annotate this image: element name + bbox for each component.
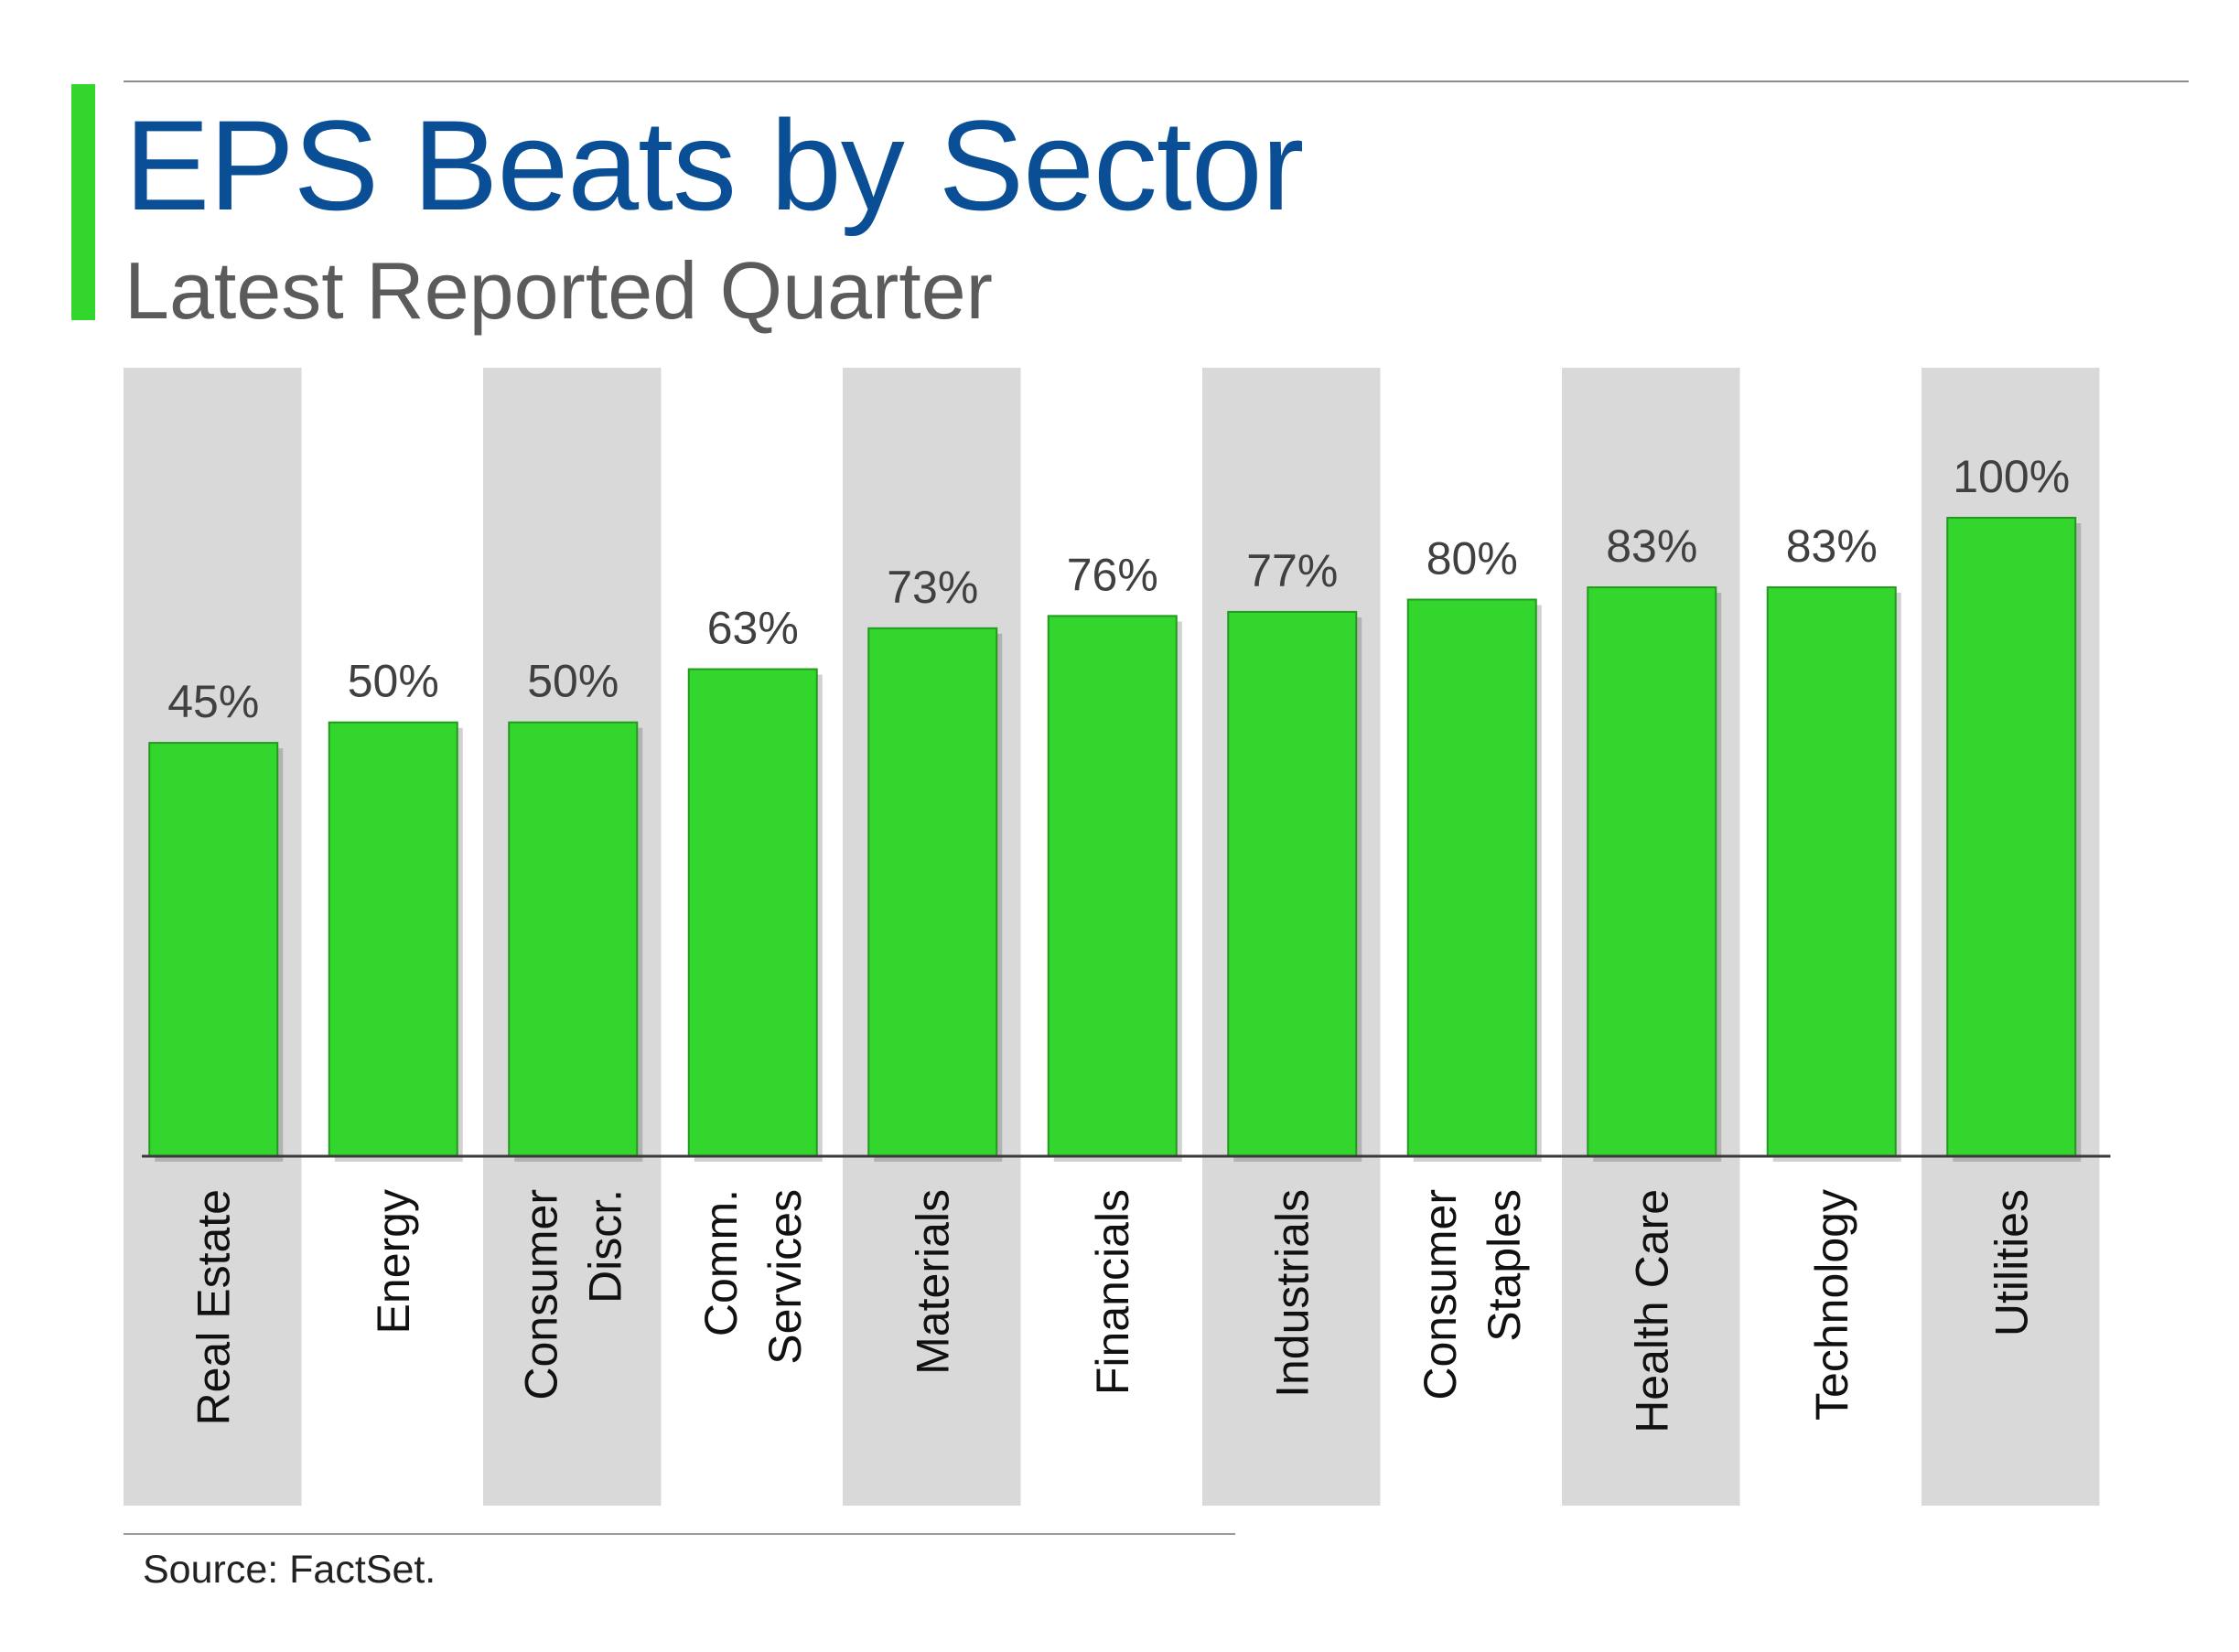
page-subtitle: Latest Reported Quarter <box>124 245 993 336</box>
title-accent-bar <box>71 84 95 320</box>
category-label: Financials <box>1087 1189 1138 1395</box>
category-label: Health Care <box>1626 1189 1677 1433</box>
category-label: Materials <box>907 1189 958 1375</box>
category-label: Utilities <box>1986 1189 2037 1336</box>
bar <box>1766 586 1897 1157</box>
bar <box>328 721 458 1157</box>
bar <box>148 742 279 1157</box>
category-label: Energy <box>368 1189 419 1334</box>
value-label: 76% <box>1067 549 1158 600</box>
category-label: Consumer <box>1415 1189 1466 1400</box>
page-title: EPS Beats by Sector <box>124 93 1304 237</box>
value-label: 83% <box>1786 520 1878 572</box>
category-label: Technology <box>1806 1189 1857 1421</box>
category-label: Staples <box>1479 1189 1530 1342</box>
category-label: Consumer <box>515 1189 566 1400</box>
value-label: 73% <box>887 562 978 613</box>
value-label: 63% <box>707 603 799 654</box>
bar <box>1946 517 2077 1157</box>
top-rule <box>124 80 2189 82</box>
category-label: Discr. <box>579 1189 630 1303</box>
value-label: 80% <box>1426 532 1518 584</box>
value-label: 100% <box>1953 451 2070 502</box>
category-label: Industrials <box>1266 1189 1318 1398</box>
bar <box>1406 598 1537 1157</box>
value-label: 50% <box>348 656 439 707</box>
bar <box>1047 615 1178 1157</box>
value-label-layer: 45% 50% 50% 63% 73% 76% 77% 80% 83% 83% 100% <box>167 451 2070 727</box>
value-label: 45% <box>167 676 259 727</box>
bar <box>1227 610 1358 1157</box>
value-label: 83% <box>1606 520 1697 572</box>
category-label: Comm. <box>695 1189 747 1336</box>
value-label: 77% <box>1246 545 1338 596</box>
source-rule <box>124 1533 1235 1535</box>
category-label: Services <box>759 1189 811 1365</box>
bar <box>687 668 818 1157</box>
category-label-layer: Real Estate Energy Consumer Discr. Comm. Serv… <box>188 1189 2037 1433</box>
source-note: Source: FactSet. <box>143 1548 436 1592</box>
bar <box>1587 586 1717 1157</box>
bar-layer <box>148 517 2082 1162</box>
bar <box>867 627 998 1157</box>
value-label: 50% <box>527 656 619 707</box>
category-label: Real Estate <box>188 1189 239 1425</box>
bar <box>508 721 639 1157</box>
